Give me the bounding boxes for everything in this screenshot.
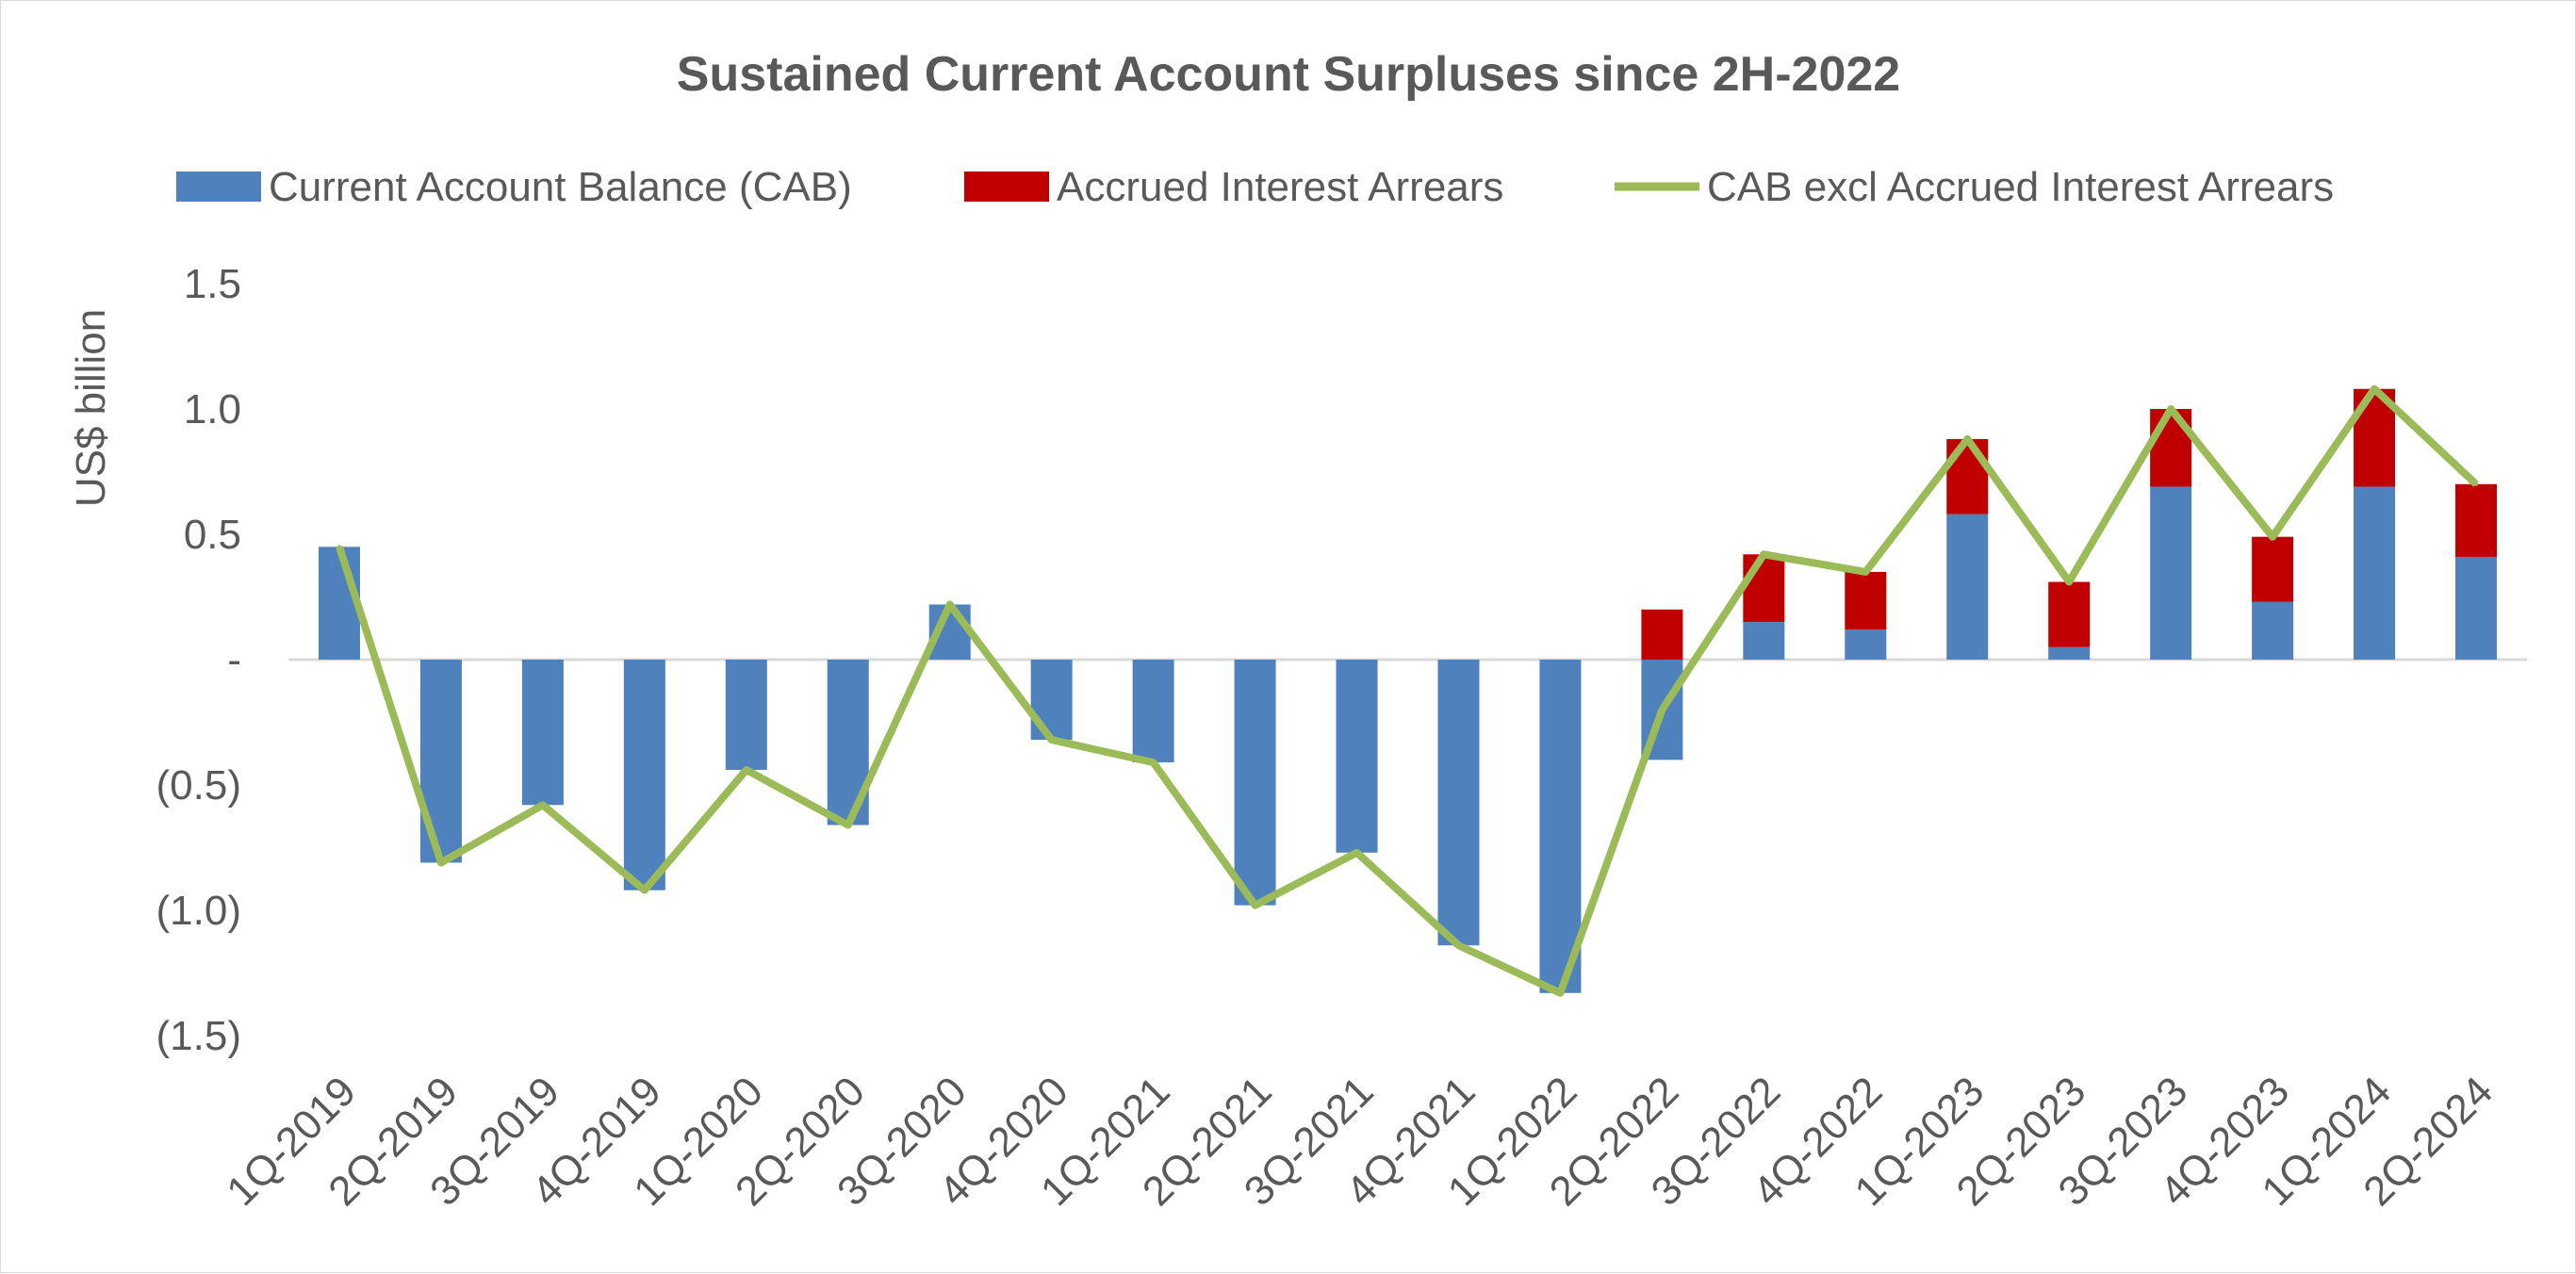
cab-bar xyxy=(1743,622,1785,660)
y-tick-label: 1.0 xyxy=(184,386,241,433)
cab-bar xyxy=(2252,601,2294,660)
legend-swatch-arrears xyxy=(964,172,1049,202)
cab-bar xyxy=(521,660,564,806)
x-axis-ticks: 1Q-20192Q-20193Q-20194Q-20191Q-20202Q-20… xyxy=(218,1068,2502,1215)
y-tick-label: (1.5) xyxy=(156,1013,241,1059)
cab-bar xyxy=(725,660,767,771)
cab-bar xyxy=(2455,556,2498,660)
y-tick-label: 0.5 xyxy=(184,512,241,558)
cab-bar xyxy=(623,660,665,890)
cab-excl-point xyxy=(1049,738,1054,743)
chart-title: Sustained Current Account Surpluses sinc… xyxy=(677,47,1900,102)
cab-excl-point xyxy=(1151,760,1156,765)
cab-bar xyxy=(2150,486,2192,660)
cab-bar xyxy=(1437,660,1480,946)
cab-excl-point xyxy=(2169,407,2174,411)
arrears-bar xyxy=(2252,536,2294,602)
cab-excl-point xyxy=(845,823,850,827)
arrears-bar xyxy=(1743,554,1785,623)
cab-excl-point xyxy=(2474,482,2479,486)
cab-bar xyxy=(1234,660,1276,906)
cab-excl-point xyxy=(1558,990,1563,995)
cab-excl-point xyxy=(438,860,443,865)
cab-bar xyxy=(318,547,360,660)
arrears-bar xyxy=(1946,438,1989,514)
y-axis-ticks: 1.5 1.0 0.5 - (0.5) (1.0) (1.5) xyxy=(156,261,241,1059)
cab-excl-point xyxy=(336,545,341,549)
cab-bar xyxy=(419,660,462,863)
arrears-bar xyxy=(2048,581,2091,647)
cab-bar xyxy=(2354,486,2396,660)
legend-label-cab-excl: CAB excl Accrued Interest Arrears xyxy=(1707,164,2334,210)
y-tick-label: 1.5 xyxy=(184,261,241,307)
cab-excl-point xyxy=(744,768,748,773)
arrears-bar xyxy=(2455,483,2498,557)
cab-excl-line xyxy=(336,384,2479,997)
cab-excl-point xyxy=(1354,850,1359,855)
cab-bars xyxy=(318,486,2498,993)
cab-bar xyxy=(1946,514,1989,660)
cab-excl-point xyxy=(1965,436,1970,441)
cab-bar xyxy=(1539,660,1582,993)
y-tick-label: - xyxy=(227,637,241,683)
y-axis-label: US$ billion xyxy=(68,309,114,507)
cab-excl-point xyxy=(2271,534,2275,539)
cab-excl-point xyxy=(1863,569,1868,574)
cab-excl-points xyxy=(336,386,2479,995)
y-tick-label: (1.0) xyxy=(156,888,241,934)
cab-excl-point xyxy=(540,803,545,808)
legend-label-arrears: Accrued Interest Arrears xyxy=(1057,164,1503,210)
cab-excl-point xyxy=(642,888,647,892)
cab-excl-point xyxy=(1253,903,1257,907)
cab-excl-point xyxy=(1456,943,1461,948)
cab-excl-point xyxy=(947,602,952,607)
y-tick-label: (0.5) xyxy=(156,762,241,808)
cab-bar xyxy=(1845,629,1887,660)
arrears-bar xyxy=(1641,609,1683,660)
arrears-bars xyxy=(1641,388,2498,660)
legend-swatch-cab xyxy=(176,172,261,202)
cab-excl-point xyxy=(2067,580,2072,584)
cab-bar xyxy=(1132,660,1174,763)
legend: Current Account Balance (CAB) Accrued In… xyxy=(176,164,2334,210)
arrears-bar xyxy=(2150,409,2192,487)
arrears-bar xyxy=(1845,571,1887,630)
legend-label-cab: Current Account Balance (CAB) xyxy=(269,164,852,210)
cab-bar xyxy=(2048,646,2091,660)
cab-excl-point xyxy=(1660,708,1665,712)
cab-excl-point xyxy=(2372,386,2377,391)
cab-excl-point xyxy=(1762,552,1766,557)
cab-bar xyxy=(1030,660,1073,741)
cab-bar xyxy=(1336,660,1378,853)
